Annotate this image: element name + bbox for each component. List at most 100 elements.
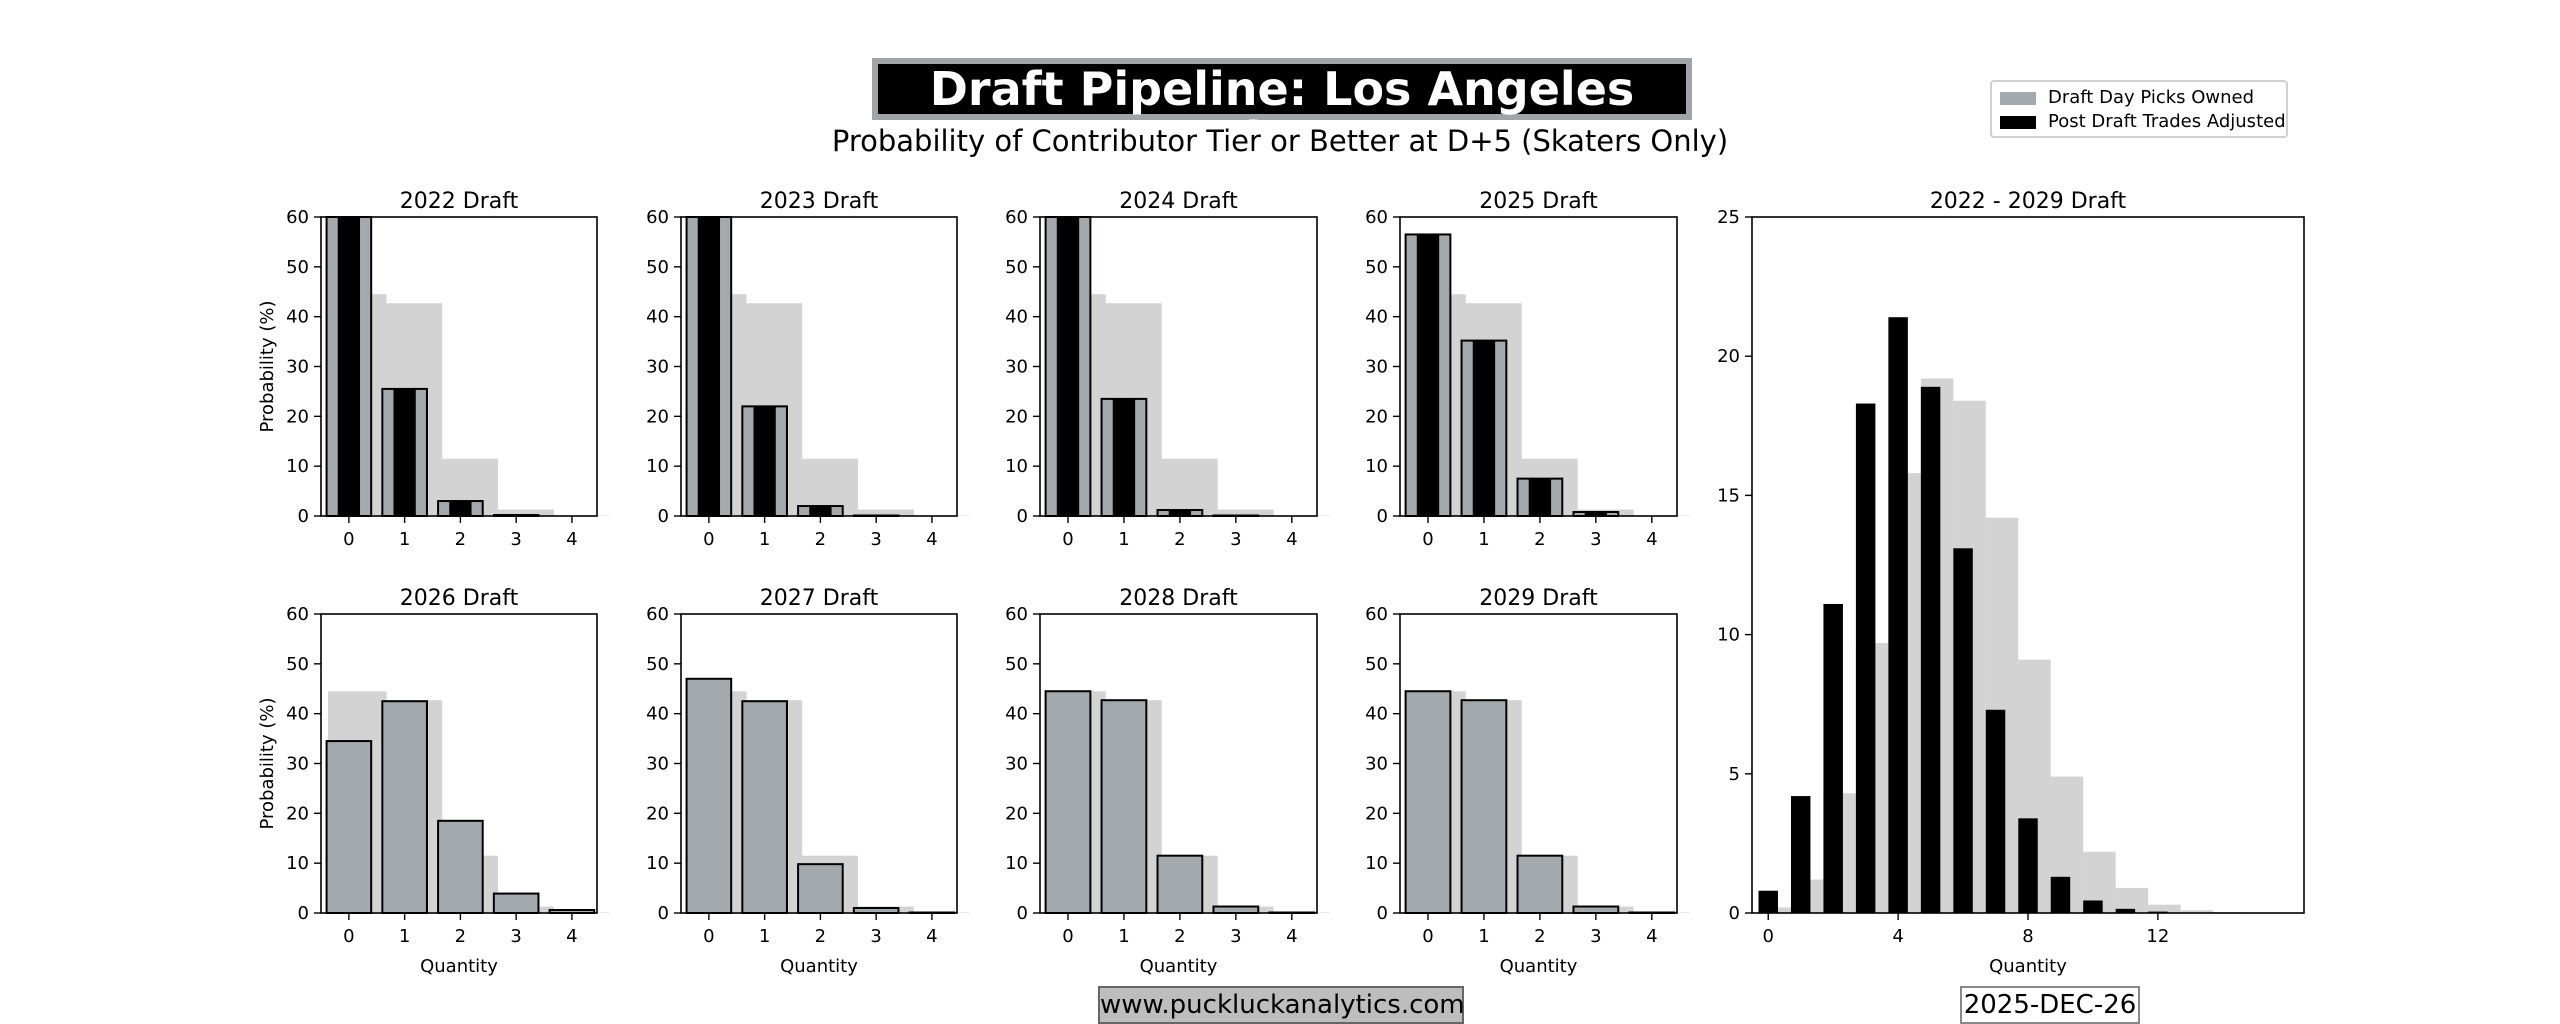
panel-4-ytick-label-0: 0	[298, 903, 309, 924]
panel-3-ytick-label-4: 40	[1365, 307, 1388, 328]
panel-0-ytick-label-2: 20	[286, 406, 309, 427]
panel-0-xtick-label-2: 2	[455, 529, 466, 550]
panel-7-xtick-label-1: 1	[1478, 926, 1489, 947]
panel-1-ytick-label-2: 20	[646, 406, 669, 427]
panel-2-ytick-label-4: 40	[1005, 307, 1028, 328]
panel-7-ytick-label-3: 30	[1365, 754, 1388, 775]
panel-8-ytick-label-0: 0	[1729, 903, 1740, 924]
panel-8-bar-post-trade-3	[1855, 403, 1876, 913]
panel-5-ytick-label-0: 0	[658, 903, 669, 924]
panel-4-xtick-label-2: 2	[455, 926, 466, 947]
panel-6-ytick-label-2: 20	[1005, 803, 1028, 824]
panel-3-ytick-label-0: 0	[1377, 506, 1388, 527]
panel-8-title: 2022 - 2029 Draft	[1930, 189, 2127, 214]
panel-1-title: 2023 Draft	[760, 189, 879, 214]
panel-7-xlabel: Quantity	[1500, 956, 1578, 977]
panel-7-bar-draft-day-0	[1404, 690, 1452, 914]
panel-2-bar-post-trade-2	[1168, 510, 1192, 516]
panel-5-ytick-label-1: 10	[646, 853, 669, 874]
panel-1-bar-post-trade-1	[753, 406, 776, 516]
panel-2-xtick-label-4: 4	[1286, 529, 1297, 550]
panel-1-bar-post-trade-0	[697, 217, 721, 516]
panel-6-xtick-label-2: 2	[1174, 926, 1185, 947]
panel-1-xtick-label-4: 4	[926, 529, 937, 550]
panel-4-xtick-label-1: 1	[399, 926, 410, 947]
panel-5-ytick-label-3: 30	[646, 754, 669, 775]
panel-6-bar-draft-day-2	[1156, 854, 1204, 914]
panel-8-xlabel: Quantity	[1989, 956, 2067, 977]
panel-6-ytick-label-1: 10	[1005, 853, 1028, 874]
panel-7-ytick-label-5: 50	[1365, 654, 1388, 675]
panel-8-ytick-label-3: 15	[1717, 485, 1740, 506]
panel-3-xtick-label-2: 2	[1534, 529, 1545, 550]
panel-2-bar-post-trade-0	[1056, 217, 1080, 516]
panel-3-bar-post-trade-3	[1584, 512, 1608, 516]
panel-1-ytick-label-6: 60	[646, 207, 669, 228]
panel-6-bar-draft-day-0	[1044, 690, 1092, 914]
panel-0-xtick-label-0: 0	[343, 529, 354, 550]
panel-6-xtick-label-1: 1	[1118, 926, 1129, 947]
panel-8-bar-post-trade-10	[2083, 900, 2103, 913]
panel-8-ytick-label-2: 10	[1717, 625, 1740, 646]
panel-3-ytick-label-5: 50	[1365, 257, 1388, 278]
legend-item-draft-day: Draft Day Picks Owned	[2000, 86, 2254, 110]
panel-6-title: 2028 Draft	[1119, 586, 1238, 611]
panel-1-xtick-label-2: 2	[815, 529, 826, 550]
panel-7-ytick-label-2: 20	[1365, 803, 1388, 824]
panel-2-ytick-label-6: 60	[1005, 207, 1028, 228]
panel-6-xtick-label-3: 3	[1230, 926, 1241, 947]
panel-1-xtick-label-0: 0	[703, 529, 714, 550]
panel-0-ytick-label-3: 30	[286, 357, 309, 378]
panel-8-xtick-label-3: 12	[2146, 926, 2169, 947]
panel-6-ytick-label-6: 60	[1005, 604, 1028, 625]
website-label: www.puckluckanalytics.com	[1098, 986, 1465, 1024]
panel-6-xtick-label-4: 4	[1286, 926, 1297, 947]
panel-4-ytick-label-4: 40	[286, 704, 309, 725]
panel-2-xtick-label-0: 0	[1062, 529, 1073, 550]
panel-4-bar-draft-day-0	[325, 740, 373, 915]
panel-5-bar-draft-day-2	[797, 863, 844, 914]
panel-2-ytick-label-2: 20	[1005, 406, 1028, 427]
chart-subtitle: Probability of Contributor Tier or Bette…	[831, 124, 1729, 158]
panel-1-bar-post-trade-2	[809, 506, 832, 516]
panel-7-bar-draft-day-2	[1516, 854, 1564, 914]
panel-6-xlabel: Quantity	[1140, 956, 1218, 977]
panel-5-bar-draft-day-1	[741, 700, 788, 914]
panel-0-xtick-label-4: 4	[566, 529, 577, 550]
panel-2-ytick-label-3: 30	[1005, 357, 1028, 378]
panel-7-title: 2029 Draft	[1479, 586, 1598, 611]
panel-8-bar-post-trade-7	[1985, 709, 2006, 913]
panel-8-xtick-label-1: 4	[1892, 926, 1903, 947]
panel-8-bar-post-trade-6	[1953, 548, 1973, 913]
panel-8-bar-post-trade-0	[1758, 890, 1778, 913]
chart-title: Draft Pipeline: Los Angeles Kings	[872, 58, 1692, 164]
panel-5-ytick-label-5: 50	[646, 654, 669, 675]
panel-5-ytick-label-6: 60	[646, 604, 669, 625]
panel-0-bar-post-trade-0	[337, 217, 361, 516]
panel-3-title: 2025 Draft	[1479, 189, 1598, 214]
panel-4-bar-draft-day-3	[492, 892, 540, 915]
panel-3-ytick-label-6: 60	[1365, 207, 1388, 228]
panel-8-ytick-label-4: 20	[1717, 346, 1740, 367]
panel-2-ytick-label-1: 10	[1005, 456, 1028, 477]
panel-0-xtick-label-1: 1	[399, 529, 410, 550]
panel-0-title: 2022 Draft	[400, 189, 519, 214]
panel-4-ytick-label-2: 20	[286, 803, 309, 824]
panel-3-ytick-label-2: 20	[1365, 406, 1388, 427]
panel-4-xlabel: Quantity	[420, 956, 498, 977]
legend-label-post-trade: Post Draft Trades Adjusted	[2048, 111, 2286, 132]
panel-5-xtick-label-4: 4	[926, 926, 937, 947]
panel-0-ytick-label-6: 60	[286, 207, 309, 228]
panel-5-xtick-label-0: 0	[703, 926, 714, 947]
panel-2-ytick-label-5: 50	[1005, 257, 1028, 278]
panel-7-xtick-label-0: 0	[1422, 926, 1433, 947]
panel-7-bar-draft-day-3	[1572, 905, 1620, 915]
legend-swatch-draft-day	[2000, 91, 2036, 105]
panel-8-bar-post-trade-9	[2050, 876, 2071, 913]
panel-7-xtick-label-2: 2	[1534, 926, 1545, 947]
panel-8-bar-post-trade-11	[2115, 908, 2136, 913]
panel-4-ytick-label-3: 30	[286, 754, 309, 775]
panel-8-bar-post-trade-5	[1920, 386, 1941, 914]
panel-3-xtick-label-1: 1	[1478, 529, 1489, 550]
legend-item-post-trade: Post Draft Trades Adjusted	[2000, 110, 2286, 134]
